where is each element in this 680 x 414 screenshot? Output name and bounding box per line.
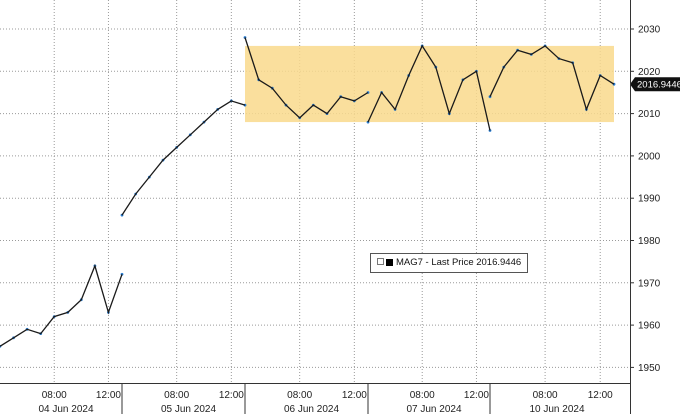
legend-swatch-icon	[386, 259, 393, 266]
last-price-tag	[630, 77, 680, 92]
x-tick-label: 08:00	[164, 390, 189, 401]
x-date-label: 05 Jun 2024	[161, 404, 216, 414]
y-tick-label: 2020	[638, 67, 661, 78]
y-tick-label: 1970	[638, 278, 661, 289]
y-tick-label: 2000	[638, 151, 661, 162]
x-tick-label: 08:00	[533, 390, 558, 401]
x-date-label: 06 Jun 2024	[284, 404, 339, 414]
y-tick-label: 2010	[638, 109, 661, 120]
x-tick-label: 12:00	[342, 390, 367, 401]
x-tick-label: 12:00	[219, 390, 244, 401]
legend: MAG7 - Last Price 2016.9446	[370, 253, 529, 273]
x-date-label: 10 Jun 2024	[529, 404, 584, 414]
highlight-band	[245, 45, 614, 123]
y-tick-label: 2030	[638, 25, 661, 36]
y-tick-label: 1950	[638, 363, 661, 374]
legend-checkbox-icon	[377, 258, 384, 265]
x-tick-label: 12:00	[96, 390, 121, 401]
x-date-label: 04 Jun 2024	[38, 404, 93, 414]
y-axis-labels: 1950 1960 1970 1980 1990 2000 2010 2020 2030	[630, 25, 661, 374]
y-tick-label: 1960	[638, 321, 661, 332]
x-date-label: 07 Jun 2024	[406, 404, 461, 414]
last-price-label: 2016.9446	[637, 80, 680, 91]
x-tick-label: 12:00	[588, 390, 613, 401]
x-axis-labels: 08:00 12:00 08:00 12:00 08:00 12:00 08:00 12:00…	[38, 383, 613, 414]
x-tick-label: 08:00	[287, 390, 312, 401]
series-line	[0, 37, 615, 347]
y-tick-label: 1980	[638, 236, 661, 247]
series-mag7	[0, 36, 616, 348]
x-tick-label: 12:00	[464, 390, 489, 401]
last-price-marker: 2016.9446	[630, 77, 680, 92]
x-tick-label: 08:00	[42, 390, 67, 401]
legend-text: MAG7 - Last Price 2016.9446	[396, 257, 522, 268]
x-tick-label: 08:00	[410, 390, 435, 401]
y-tick-label: 1990	[638, 194, 661, 205]
